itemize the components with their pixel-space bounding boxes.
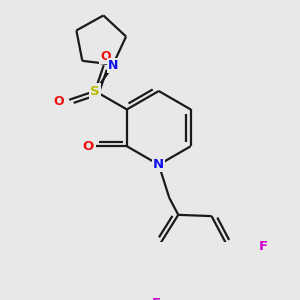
Text: O: O: [53, 95, 64, 108]
Text: N: N: [108, 59, 118, 72]
Text: S: S: [90, 85, 100, 98]
Text: O: O: [100, 50, 111, 63]
Text: F: F: [152, 297, 161, 300]
Text: N: N: [153, 158, 164, 171]
Text: O: O: [82, 140, 93, 153]
Text: F: F: [259, 240, 268, 254]
